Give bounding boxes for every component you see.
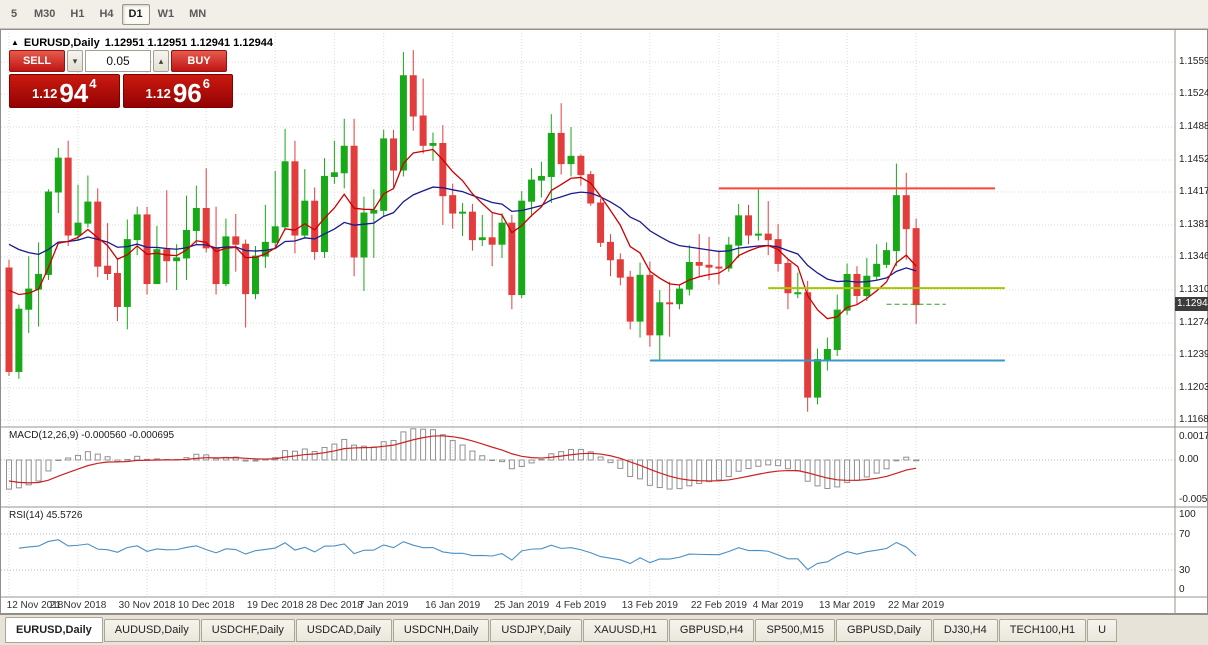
timeframe-button-w1[interactable]: W1 bbox=[151, 4, 182, 25]
date-label: 13 Feb 2019 bbox=[621, 600, 678, 611]
ohlc-values: 1.12951 1.12951 1.12941 1.12944 bbox=[104, 37, 273, 49]
current-price-tag: 1.12944 bbox=[1175, 297, 1208, 311]
timeframe-button-m30[interactable]: M30 bbox=[27, 4, 62, 25]
chart-tab-tech100-h1[interactable]: TECH100,H1 bbox=[998, 618, 1087, 642]
buy-quote[interactable]: 1.12 96 6 bbox=[122, 74, 233, 108]
collapse-icon[interactable]: ▲ bbox=[11, 38, 19, 47]
grid-layer bbox=[1, 33, 1175, 597]
date-label: 16 Jan 2019 bbox=[425, 600, 481, 611]
buy-price-prefix: 1.12 bbox=[145, 86, 171, 101]
macd-indicator-label: MACD(12,26,9) -0.000560 -0.000695 bbox=[9, 430, 175, 441]
timeframe-button-d1[interactable]: D1 bbox=[121, 3, 150, 25]
buy-price-pipette: 6 bbox=[202, 76, 210, 91]
date-axis: 12 Nov 2018 21 Nov 2018 30 Nov 2018 10 Dec … bbox=[1, 599, 1208, 615]
date-label: 13 Mar 2019 bbox=[819, 600, 876, 611]
chart-tab-audusd-daily[interactable]: AUDUSD,Daily bbox=[103, 618, 200, 642]
timeframe-button-5[interactable]: 5 bbox=[2, 4, 26, 25]
chart-title: ▲ EURUSD,Daily 1.12951 1.12951 1.12941 1… bbox=[11, 37, 273, 49]
moving-averages-layer bbox=[8, 148, 917, 320]
sell-price-pipette: 4 bbox=[89, 76, 97, 91]
date-label: 22 Feb 2019 bbox=[690, 600, 747, 611]
chart-tab-usdcnh-daily[interactable]: USDCNH,Daily bbox=[392, 618, 490, 642]
chart-tab-dj30-h4[interactable]: DJ30,H4 bbox=[932, 618, 998, 642]
chart-tab-eurusd-daily[interactable]: EURUSD,Daily bbox=[5, 617, 103, 643]
separators-layer bbox=[1, 30, 1208, 615]
symbol-label: EURUSD,Daily bbox=[23, 37, 100, 49]
chart-tab-xauusd-h1[interactable]: XAUUSD,H1 bbox=[582, 618, 668, 642]
rsi-indicator-label: RSI(14) 45.5726 bbox=[9, 510, 83, 521]
chart-tab-sp500-m15[interactable]: SP500,M15 bbox=[755, 618, 835, 642]
price-chart-canvas[interactable] bbox=[1, 30, 1208, 615]
volume-input[interactable] bbox=[85, 50, 151, 72]
date-label: 30 Nov 2018 bbox=[118, 600, 176, 611]
chart-tabs-bar: EURUSD,Daily AUDUSD,Daily USDCHF,Daily USDC… bbox=[0, 614, 1208, 645]
macd-layer bbox=[6, 428, 920, 490]
sell-quote[interactable]: 1.12 94 4 bbox=[9, 74, 120, 108]
date-label: 22 Mar 2019 bbox=[888, 600, 945, 611]
sell-price-prefix: 1.12 bbox=[32, 86, 58, 101]
buy-price-big: 96 bbox=[172, 77, 202, 108]
rsi-layer bbox=[18, 539, 917, 571]
volume-up-button[interactable]: ▴ bbox=[153, 50, 169, 72]
date-label: 12 Nov 2018 bbox=[6, 600, 64, 611]
sell-price-big: 94 bbox=[59, 77, 89, 108]
chart-tab-gbpusd-daily[interactable]: GBPUSD,Daily bbox=[835, 618, 932, 642]
volume-down-button[interactable]: ▾ bbox=[67, 50, 83, 72]
date-label: 19 Dec 2018 bbox=[246, 600, 304, 611]
buy-button[interactable]: BUY bbox=[171, 50, 227, 72]
chart-window: ▲ EURUSD,Daily 1.12951 1.12951 1.12941 1… bbox=[0, 29, 1208, 615]
chart-tab-usdchf-daily[interactable]: USDCHF,Daily bbox=[200, 618, 295, 642]
timeframe-button-h4[interactable]: H4 bbox=[92, 4, 120, 25]
date-label: 25 Jan 2019 bbox=[494, 600, 550, 611]
chart-tab-gbpusd-h4[interactable]: GBPUSD,H4 bbox=[668, 618, 755, 642]
timeframe-toolbar: 5 M30 H1 H4 D1 W1 MN bbox=[0, 0, 1208, 29]
date-label: 28 Dec 2018 bbox=[306, 600, 363, 611]
sell-button[interactable]: SELL bbox=[9, 50, 65, 72]
date-label: 4 Feb 2019 bbox=[555, 600, 607, 611]
date-label: 7 Jan 2019 bbox=[358, 600, 409, 611]
chart-tab-usdcad-daily[interactable]: USDCAD,Daily bbox=[295, 618, 392, 642]
timeframe-button-mn[interactable]: MN bbox=[182, 4, 213, 25]
date-label: 21 Nov 2018 bbox=[49, 600, 107, 611]
line-objects-layer bbox=[649, 187, 1005, 362]
timeframe-button-h1[interactable]: H1 bbox=[63, 4, 91, 25]
date-label: 10 Dec 2018 bbox=[177, 600, 235, 611]
chart-tab-usdjpy-daily[interactable]: USDJPY,Daily bbox=[490, 618, 582, 642]
chart-tab-u[interactable]: U bbox=[1087, 618, 1118, 642]
date-label: 4 Mar 2019 bbox=[752, 600, 804, 611]
candles-layer bbox=[5, 50, 920, 412]
